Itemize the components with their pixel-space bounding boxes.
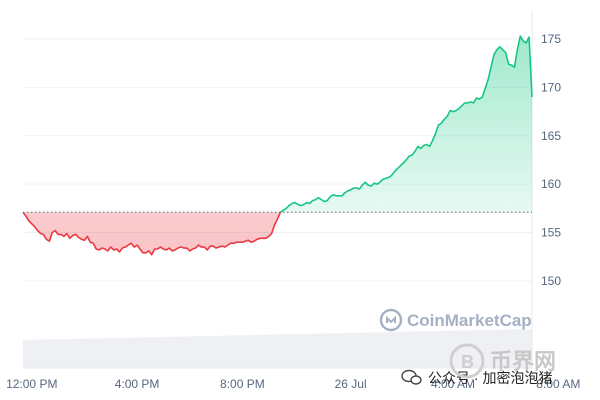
y-tick-label: 165 <box>541 129 561 143</box>
y-tick-label: 155 <box>541 226 561 240</box>
price-line-up <box>22 35 533 213</box>
y-axis: 150 155 160 165 170 175 <box>541 32 561 288</box>
y-tick-label: 150 <box>541 274 561 288</box>
coinmarketcap-logo-icon <box>379 308 403 332</box>
x-tick-label: 8:00 AM <box>536 377 580 391</box>
area-fill-up <box>23 36 532 213</box>
y-tick-label: 170 <box>541 80 561 94</box>
x-tick-label: 8:00 PM <box>220 377 265 391</box>
stamp-logo-icon: B <box>449 343 485 379</box>
x-tick-label: 12:00 PM <box>6 377 57 391</box>
price-line-down <box>22 212 282 256</box>
volume-area <box>23 329 532 368</box>
x-tick-label: 4:00 PM <box>115 377 160 391</box>
x-axis: 12:00 PM 4:00 PM 8:00 PM 26 Jul 4:00 AM 8:00 … <box>6 377 580 391</box>
area-fill-down <box>23 212 281 255</box>
svg-text:B: B <box>461 352 474 372</box>
y-tick-label: 160 <box>541 177 561 191</box>
x-tick-label: 26 Jul <box>335 377 367 391</box>
y-tick-label: 175 <box>541 32 561 46</box>
source-overlay: 公众号 · 加密泡泡猪 B 币界网 <box>401 343 556 386</box>
x-tick-label: 4:00 AM <box>431 377 475 391</box>
wechat-icon <box>401 369 422 385</box>
stamp-text: 币界网 <box>490 349 556 374</box>
watermark-text: CoinMarketCap <box>407 311 532 330</box>
coinmarketcap-watermark: CoinMarketCap <box>379 308 532 332</box>
